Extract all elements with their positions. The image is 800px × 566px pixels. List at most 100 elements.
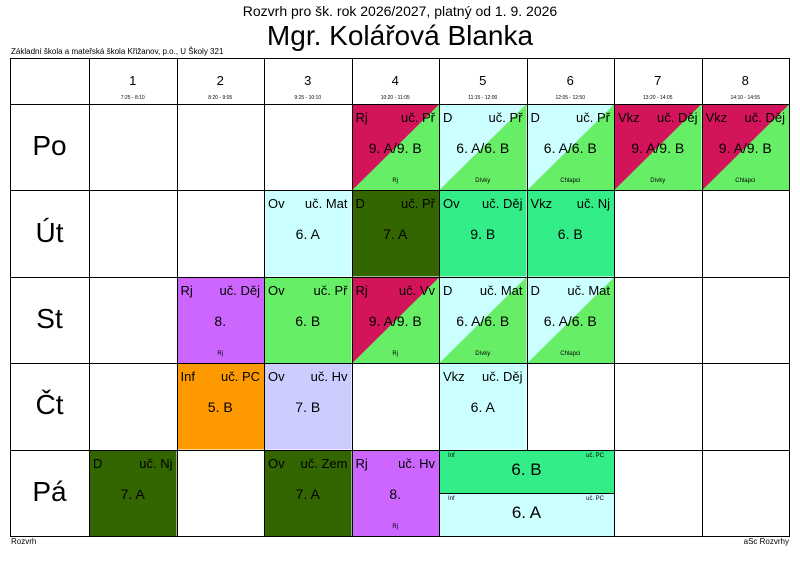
lesson-cell: Ov uč. Děj 9. B: [439, 190, 527, 277]
period-number: 6: [566, 73, 574, 88]
lesson-teacher: uč. Hv: [398, 455, 435, 471]
lesson-group: Chlapci: [560, 350, 581, 357]
lesson-cell: Inf uč. PC 5. B: [176, 363, 264, 450]
lesson-background: [264, 449, 352, 536]
lesson-subject: D: [93, 455, 103, 471]
lesson-group: Rj: [392, 178, 399, 184]
lesson-subject: Inf: [180, 369, 195, 385]
day-label: Pá: [32, 475, 67, 507]
lesson-class: 7. A: [295, 485, 320, 502]
lesson-background: [351, 449, 439, 536]
lesson-teacher: uč. PC: [585, 495, 604, 502]
lesson-fill: [264, 276, 352, 364]
lesson-background: [176, 276, 264, 364]
day-label: Út: [35, 216, 64, 248]
lesson-cell-double: Inf uč. PC 6. A: [439, 492, 614, 536]
grid-row-line: [10, 450, 789, 451]
lesson-class: 6. A: [295, 226, 320, 243]
lesson-fill: [264, 449, 352, 536]
grid-col-line: [177, 58, 178, 536]
lesson-group: Chlapci: [735, 178, 756, 184]
grid-border-left: [10, 58, 11, 536]
grid-col-line: [264, 58, 265, 536]
lesson-background: [351, 104, 439, 191]
lesson-background: [526, 276, 614, 364]
lesson-teacher: uč. Děj: [219, 282, 260, 298]
lesson-subject: D: [443, 282, 453, 298]
lesson-group: Chlapci: [560, 178, 581, 184]
grid-col-line: [352, 58, 353, 536]
footer-left-label: Rozvrh: [11, 537, 37, 546]
lesson-fill: [176, 276, 264, 364]
grid-border-top: [10, 58, 789, 59]
lesson-group: Rj: [392, 523, 399, 530]
lesson-class: 6. A/6. B: [543, 140, 597, 156]
lesson-background: [264, 276, 352, 364]
period-number: 7: [654, 73, 662, 88]
lesson-class: 9. A/9. B: [368, 140, 422, 156]
lesson-class: 6. A: [511, 502, 542, 522]
lesson-teacher: uč. Nj: [139, 455, 173, 471]
lesson-subject: Vkz: [705, 110, 728, 125]
lesson-teacher: uč. Př: [313, 282, 348, 298]
period-time: 7:25 - 8:10: [120, 95, 145, 101]
lesson-class: 9. A/9. B: [631, 140, 685, 156]
lesson-teacher: uč. Děj: [744, 110, 785, 125]
lesson-fill: [264, 363, 352, 450]
grid-col-line: [614, 58, 615, 536]
lesson-teacher: uč. PC: [585, 452, 604, 459]
lesson-fill: [264, 190, 352, 277]
day-label: Po: [32, 130, 67, 162]
lesson-subject: Vkz: [618, 110, 640, 125]
period-time: 8:20 - 9:05: [208, 95, 233, 101]
lesson-class: 9. B: [470, 226, 496, 243]
period-number: 2: [216, 73, 224, 88]
lesson-class: 5. B: [207, 399, 233, 416]
lesson-class: 6. B: [511, 459, 542, 479]
school-name: Základní škola a mateřská škola Křižanov…: [11, 47, 224, 56]
lesson-split-fill: [614, 104, 702, 191]
lesson-fill: [351, 449, 439, 536]
lesson-subject: Inf: [448, 452, 455, 459]
lesson-teacher: uč. Př: [401, 196, 435, 212]
lesson-background: [264, 190, 352, 277]
lesson-subject: Rj: [355, 455, 368, 471]
lesson-class: 8.: [389, 485, 402, 502]
lesson-class: 6. A/6. B: [456, 140, 510, 156]
lesson-subject: D: [530, 110, 540, 125]
grid-row-line: [10, 363, 789, 364]
grid-col-line: [527, 58, 528, 450]
lesson-background: [89, 449, 177, 536]
lesson-fill: [176, 363, 264, 450]
lesson-class: 6. B: [295, 312, 321, 329]
lesson-teacher: uč. Nj: [576, 196, 610, 212]
grid-row-line: [10, 190, 789, 191]
lesson-group: Dívky: [475, 178, 491, 184]
period-number: 3: [304, 73, 312, 88]
period-time: 11:15 - 12:00: [468, 95, 498, 101]
grid-col-line: [89, 58, 90, 536]
lesson-class: 6. A: [470, 399, 495, 416]
lesson-split-fill: [701, 104, 789, 191]
lesson-cell-double: Inf uč. PC 6. B: [439, 449, 614, 493]
lesson-cell: Ov uč. Hv 7. B: [264, 363, 352, 450]
grid-header-line: [10, 104, 789, 105]
lesson-cell: Ov uč. Zem 7. A: [264, 449, 352, 536]
lesson-subject: Rj: [355, 282, 368, 298]
lesson-teacher: uč. Př: [576, 110, 610, 125]
lesson-subject: Ov: [443, 196, 460, 212]
day-label: Čt: [35, 389, 64, 421]
lesson-class: 7. B: [295, 399, 321, 416]
lesson-class: 9. A/9. B: [718, 140, 772, 156]
lesson-group: Rj: [392, 350, 399, 357]
lesson-subject: Inf: [448, 495, 455, 502]
lesson-teacher: uč. Děj: [482, 196, 523, 212]
lesson-group: Dívky: [650, 178, 666, 184]
lesson-cell: Rj uč. Děj 8. Rj: [176, 276, 264, 364]
lesson-background: [526, 190, 614, 277]
lesson-subject: D: [530, 282, 540, 298]
